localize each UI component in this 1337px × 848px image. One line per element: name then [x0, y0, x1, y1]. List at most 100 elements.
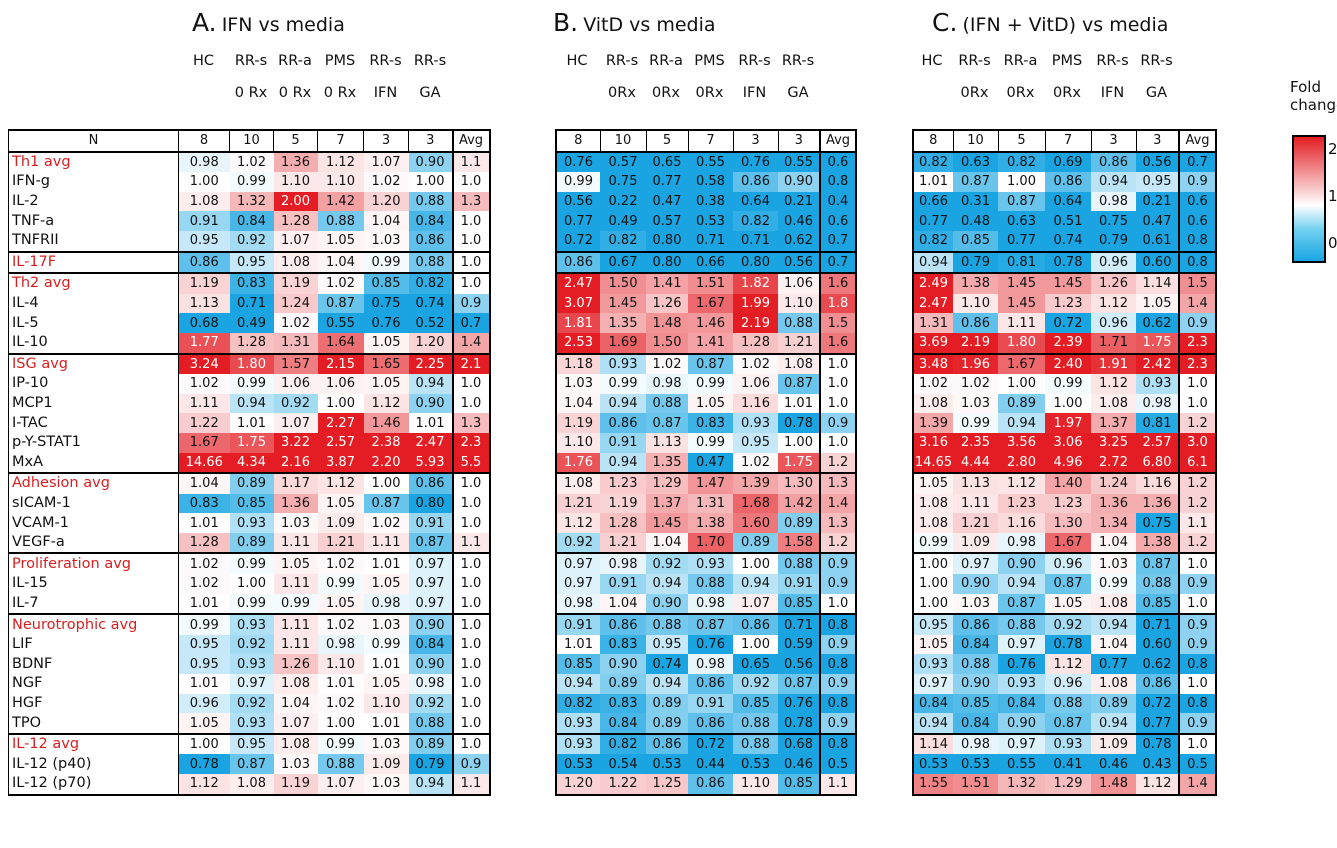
cytokine-row: MCP1 1.11 0.94 0.92 1.00 1.12 0.90 1.0	[8, 393, 491, 414]
heatmap-cell: 0.85	[1136, 593, 1179, 615]
heatmap-cell: 0.92	[646, 552, 688, 575]
row-average-cell: 1.8	[819, 293, 857, 314]
row-average-cell: 2.3	[1178, 352, 1217, 375]
heatmap-cell: 0.62	[1136, 313, 1179, 333]
panel-title-text: (IFN + VitD) vs media	[962, 14, 1169, 36]
heatmap-cell: 0.77	[1091, 654, 1136, 675]
heatmap-cell: 1.29	[1045, 774, 1091, 796]
heatmap-cell: 1.05	[363, 332, 409, 354]
heatmap-cell: 0.90	[408, 654, 453, 675]
cytokine-row: 2.47 1.10 1.45 1.23 1.12 1.05 1.4	[912, 293, 1217, 314]
heatmap-cell: 0.87	[1045, 574, 1091, 594]
row-label: BDNF	[8, 654, 179, 675]
heatmap-cell: 0.97	[555, 552, 600, 575]
heatmap-cell: 0.93	[998, 674, 1045, 694]
heatmap-cell: 0.86	[688, 713, 733, 734]
sample-size-value: 3	[363, 129, 409, 153]
heatmap-cell: 1.57	[273, 352, 318, 375]
column-header-treatment: 0Rx	[1006, 85, 1035, 101]
heatmap-cell: 1.00	[229, 574, 274, 594]
row-average-cell: 0.7	[819, 230, 857, 252]
heatmap-cell: 0.52	[408, 313, 453, 333]
heatmap-cell: 0.88	[733, 713, 778, 734]
heatmap-cell: 0.97	[998, 732, 1045, 755]
heatmap-cell: 1.02	[178, 574, 230, 594]
group-average-row: Neurotrophic avg 0.99 0.93 1.11 1.02 1.03 0.90…	[8, 613, 491, 635]
column-header-treatment: 0Rx	[960, 85, 989, 101]
heatmap-cell: 1.80	[998, 332, 1045, 354]
heatmap-cell: 1.68	[733, 493, 778, 514]
heatmap-cell: 3.07	[555, 293, 600, 314]
heatmap-cell: 0.55	[778, 150, 820, 173]
heatmap-cell: 2.47	[912, 293, 953, 314]
heatmap-cell: 1.22	[178, 413, 230, 433]
row-average-cell: 1.0	[451, 493, 491, 514]
heatmap-cell: 0.93	[1045, 732, 1091, 755]
heatmap-cell: 0.86	[953, 313, 998, 333]
heatmap-cell: 1.00	[408, 172, 453, 192]
heatmap-cell: 0.86	[408, 472, 453, 494]
cytokine-row: HGF 0.96 0.92 1.04 1.02 1.10 0.92 1.0	[8, 693, 491, 714]
heatmap-cell: 0.96	[178, 693, 230, 714]
group-average-row: Adhesion avg 1.04 0.89 1.17 1.12 1.00 0.86 1.0	[8, 472, 491, 494]
panel-letter: B.	[553, 8, 579, 37]
heatmap-cell: 0.86	[688, 774, 733, 796]
row-average-cell: 1.0	[451, 613, 491, 635]
group-average-row: IL-12 avg 1.00 0.95 1.08 0.99 1.03 0.89 1.0	[8, 732, 491, 755]
group-average-row: 1.08 1.23 1.29 1.47 1.39 1.30 1.3	[555, 472, 857, 494]
row-average-cell: 2.3	[1178, 332, 1217, 354]
heatmap-cell: 0.87	[1136, 552, 1179, 575]
heatmap-cell: 0.91	[555, 613, 600, 635]
group-average-row: 0.91 0.86 0.88 0.87 0.86 0.71 0.8	[555, 613, 857, 635]
heatmap-cell: 2.53	[555, 332, 600, 354]
heatmap-cell: 0.84	[953, 713, 998, 734]
heatmap-cell: 0.93	[1136, 374, 1179, 394]
heatmap-cell: 1.12	[1091, 374, 1136, 394]
heatmap-cell: 0.83	[688, 413, 733, 433]
heatmap-cell: 0.99	[688, 374, 733, 394]
heatmap-cell: 0.86	[953, 613, 998, 635]
heatmap-cell: 1.12	[998, 472, 1045, 494]
heatmap-cell: 0.83	[229, 272, 274, 294]
heatmap-cell: 0.99	[229, 172, 274, 192]
heatmap-cell: 1.48	[1091, 774, 1136, 796]
heatmap-cell: 0.95	[1136, 172, 1179, 192]
cytokine-row: TNFRII 0.95 0.92 1.07 1.05 1.03 0.86 1.0	[8, 230, 491, 252]
heatmap-cell: 0.87	[688, 613, 733, 635]
heatmap-cell: 1.11	[273, 574, 318, 594]
heatmap-cell: 0.90	[408, 150, 453, 173]
heatmap-cell: 1.21	[953, 513, 998, 533]
column-header-group: RR-s	[958, 53, 991, 69]
heatmap-cell: 1.04	[363, 211, 409, 231]
group-average-row: ISG avg 3.24 1.80 1.57 2.15 1.65 2.25 2.1	[8, 352, 491, 375]
group-average-row: 0.76 0.57 0.65 0.55 0.76 0.55 0.6	[555, 150, 857, 173]
heatmap-cell: 1.02	[317, 272, 364, 294]
heatmap-cell: 1.39	[733, 472, 778, 494]
cytokine-row: 1.55 1.51 1.32 1.29 1.48 1.12 1.4	[912, 774, 1217, 796]
row-average-cell: 1.0	[819, 593, 857, 615]
heatmap-cell: 1.19	[273, 272, 318, 294]
row-average-cell: 1.4	[1178, 293, 1217, 314]
heatmap-cell: 1.31	[273, 332, 318, 354]
heatmap-cell: 1.58	[778, 532, 820, 554]
heatmap-cell: 0.98	[317, 634, 364, 655]
row-average-cell: 0.9	[1178, 313, 1217, 333]
heatmap-cell: 0.94	[229, 393, 274, 414]
heatmap-cell: 0.99	[1091, 574, 1136, 594]
heatmap-cell: 1.10	[363, 693, 409, 714]
heatmap-cell: 0.75	[600, 172, 646, 192]
heatmap-cell: 0.95	[178, 634, 230, 655]
sample-size-value: 10	[599, 129, 647, 153]
row-label: IL-12 avg	[8, 732, 179, 755]
heatmap-cell: 1.08	[1091, 593, 1136, 615]
row-label: MCP1	[8, 393, 179, 414]
heatmap-cell: 0.88	[408, 713, 453, 734]
cytokine-row: IL-15 1.02 1.00 1.11 0.99 1.05 0.97 1.0	[8, 574, 491, 594]
heatmap-cell: 0.94	[408, 774, 453, 796]
row-average-cell: 1.0	[451, 552, 491, 575]
row-average-cell: 1.5	[819, 313, 857, 333]
heatmap-cell: 2.19	[733, 313, 778, 333]
row-average-cell: 1.5	[1178, 272, 1217, 294]
heatmap-cell: 1.05	[1136, 293, 1179, 314]
row-average-cell: 0.8	[1178, 250, 1217, 274]
